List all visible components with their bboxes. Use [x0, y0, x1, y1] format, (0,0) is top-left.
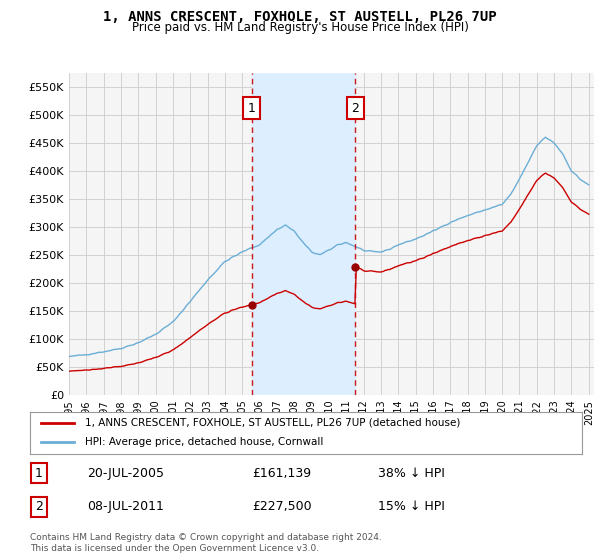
- Text: 1, ANNS CRESCENT, FOXHOLE, ST AUSTELL, PL26 7UP: 1, ANNS CRESCENT, FOXHOLE, ST AUSTELL, P…: [103, 10, 497, 24]
- Text: Price paid vs. HM Land Registry's House Price Index (HPI): Price paid vs. HM Land Registry's House …: [131, 21, 469, 34]
- Text: 1: 1: [35, 466, 43, 480]
- Text: 38% ↓ HPI: 38% ↓ HPI: [378, 466, 445, 480]
- Text: £227,500: £227,500: [252, 500, 311, 514]
- Text: 2: 2: [35, 500, 43, 514]
- Bar: [252, 73, 355, 395]
- Text: 1, ANNS CRESCENT, FOXHOLE, ST AUSTELL, PL26 7UP (detached house): 1, ANNS CRESCENT, FOXHOLE, ST AUSTELL, P…: [85, 418, 461, 428]
- Text: 15% ↓ HPI: 15% ↓ HPI: [378, 500, 445, 514]
- Text: HPI: Average price, detached house, Cornwall: HPI: Average price, detached house, Corn…: [85, 437, 323, 447]
- Text: 2: 2: [352, 102, 359, 115]
- Text: £161,139: £161,139: [252, 466, 311, 480]
- Text: Contains HM Land Registry data © Crown copyright and database right 2024.
This d: Contains HM Land Registry data © Crown c…: [30, 533, 382, 553]
- Text: 20-JUL-2005: 20-JUL-2005: [87, 466, 164, 480]
- Text: 08-JUL-2011: 08-JUL-2011: [87, 500, 164, 514]
- Text: 1: 1: [248, 102, 256, 115]
